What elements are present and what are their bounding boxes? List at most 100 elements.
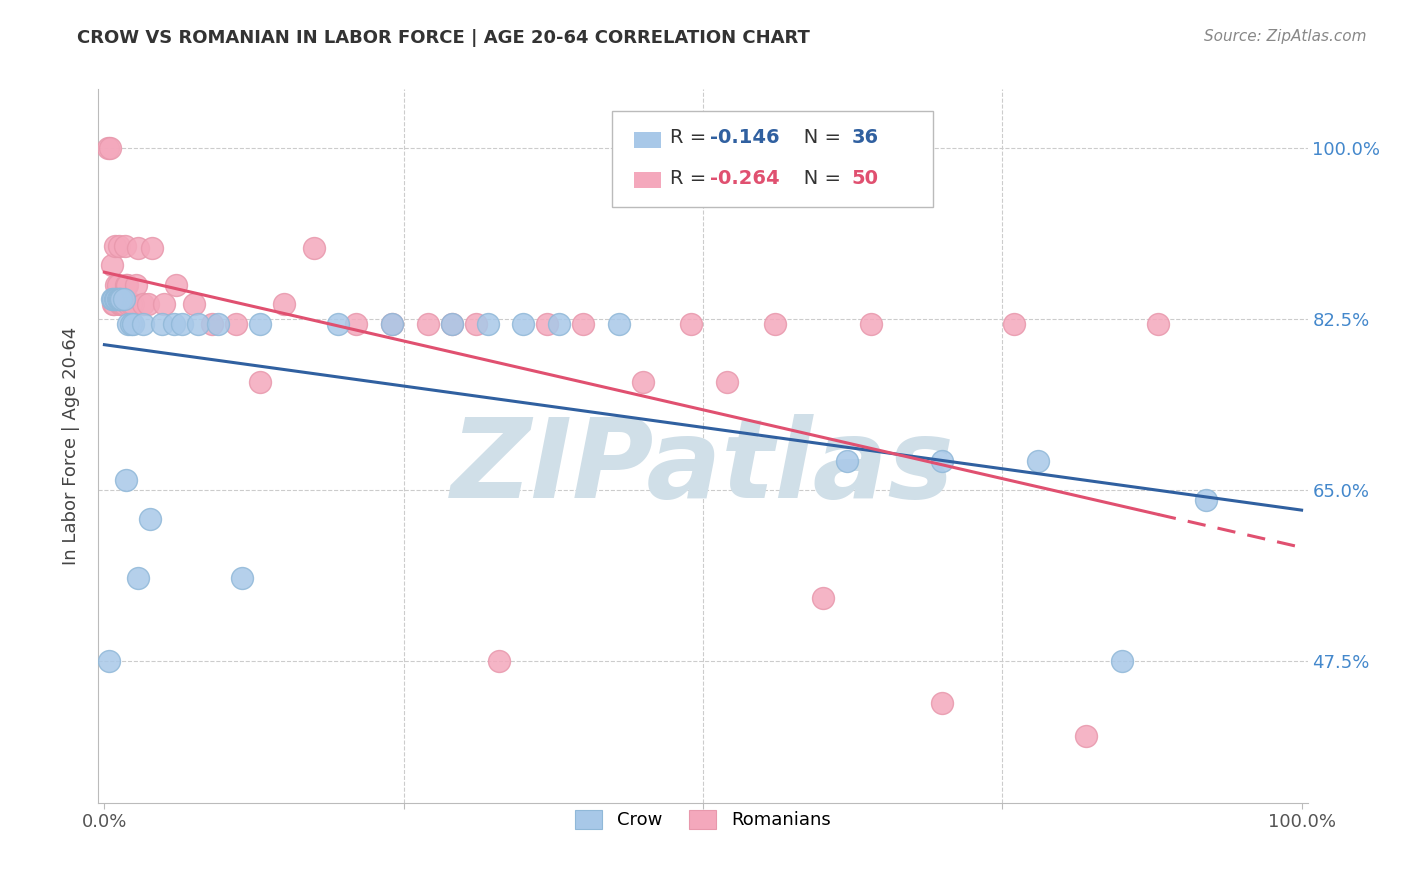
Point — [105, 277, 128, 292]
Point — [150, 317, 173, 331]
Point — [225, 317, 247, 331]
Point — [100, 258, 122, 272]
Legend: Crow, Romanians: Crow, Romanians — [568, 803, 838, 837]
Point — [1111, 654, 1133, 668]
Point — [127, 571, 149, 585]
Point — [183, 297, 205, 311]
Point — [108, 297, 131, 311]
Point — [120, 297, 142, 311]
Point — [105, 293, 128, 307]
Point — [104, 293, 127, 307]
Point — [132, 317, 155, 331]
Point — [111, 297, 134, 311]
Text: -0.146: -0.146 — [710, 128, 780, 147]
Point — [112, 297, 135, 311]
Text: ZIPatlas: ZIPatlas — [451, 414, 955, 521]
Point — [416, 317, 439, 331]
Point — [931, 696, 953, 710]
Point — [231, 571, 253, 585]
Point — [763, 317, 786, 331]
Point — [381, 317, 404, 331]
Text: R =: R = — [671, 128, 713, 147]
Point — [572, 317, 595, 331]
Text: 36: 36 — [852, 128, 879, 147]
Point — [187, 317, 209, 331]
Point — [104, 238, 127, 252]
Point — [631, 376, 654, 390]
Point — [115, 473, 138, 487]
Point — [107, 293, 129, 307]
Point — [132, 297, 155, 311]
Point — [114, 238, 136, 252]
Point — [1147, 317, 1170, 331]
Point — [101, 293, 124, 307]
Point — [153, 297, 176, 311]
Text: Source: ZipAtlas.com: Source: ZipAtlas.com — [1204, 29, 1367, 44]
Point — [117, 297, 139, 311]
Point — [1026, 453, 1049, 467]
Point — [136, 297, 159, 311]
Point — [512, 317, 534, 331]
Point — [1074, 729, 1097, 743]
Point — [141, 241, 163, 255]
Point — [117, 317, 139, 331]
Point — [107, 293, 129, 307]
Point — [100, 293, 122, 307]
Point — [103, 297, 125, 311]
Point — [172, 317, 194, 331]
Point — [107, 277, 129, 292]
Text: R =: R = — [671, 169, 713, 188]
Point — [931, 453, 953, 467]
Point — [440, 317, 463, 331]
Point — [163, 317, 186, 331]
Point — [207, 317, 229, 331]
Text: CROW VS ROMANIAN IN LABOR FORCE | AGE 20-64 CORRELATION CHART: CROW VS ROMANIAN IN LABOR FORCE | AGE 20… — [77, 29, 810, 46]
Point — [326, 317, 349, 331]
Point — [679, 317, 702, 331]
Point — [97, 141, 120, 155]
Y-axis label: In Labor Force | Age 20-64: In Labor Force | Age 20-64 — [62, 326, 80, 566]
Text: -0.264: -0.264 — [710, 169, 780, 188]
Point — [548, 317, 571, 331]
Point — [115, 277, 138, 292]
Text: N =: N = — [785, 128, 848, 147]
Point — [127, 241, 149, 255]
Point — [249, 376, 271, 390]
Point — [124, 277, 146, 292]
Point — [344, 317, 367, 331]
Point — [139, 512, 162, 526]
Point — [811, 591, 834, 605]
Point — [101, 297, 124, 311]
Point — [115, 277, 138, 292]
Point — [249, 317, 271, 331]
Point — [536, 317, 558, 331]
Point — [112, 293, 135, 307]
Point — [165, 277, 187, 292]
Point — [716, 376, 738, 390]
FancyBboxPatch shape — [634, 132, 661, 148]
Text: 50: 50 — [852, 169, 879, 188]
Point — [477, 317, 499, 331]
Point — [107, 238, 129, 252]
Point — [110, 297, 132, 311]
Point — [1195, 492, 1218, 507]
Point — [110, 293, 132, 307]
Text: N =: N = — [785, 169, 848, 188]
Point — [122, 297, 145, 311]
FancyBboxPatch shape — [634, 172, 661, 187]
Point — [120, 317, 142, 331]
Point — [607, 317, 630, 331]
Point — [859, 317, 882, 331]
Point — [1002, 317, 1025, 331]
Point — [835, 453, 858, 467]
Point — [302, 241, 325, 255]
Point — [273, 297, 295, 311]
Point — [488, 654, 510, 668]
Point — [201, 317, 224, 331]
Point — [464, 317, 486, 331]
Point — [100, 141, 122, 155]
FancyBboxPatch shape — [613, 111, 932, 207]
Point — [122, 317, 145, 331]
Point — [108, 293, 131, 307]
Point — [440, 317, 463, 331]
